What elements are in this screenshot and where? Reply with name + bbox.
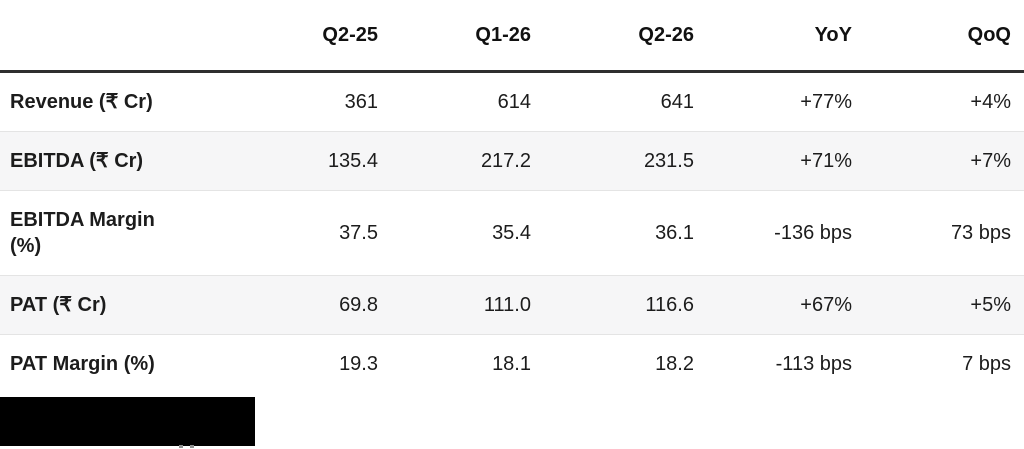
artifact-mark <box>179 445 183 448</box>
cell-value: 361 <box>344 91 378 113</box>
table-row-ebitda: EBITDA (₹ Cr) 135.4 217.2 231.5 +71% +7% <box>0 131 1024 191</box>
cell-value: +71% <box>800 150 852 172</box>
artifact-mark <box>190 445 194 448</box>
cell-value: 18.2 <box>655 353 694 375</box>
cell-value: 231.5 <box>643 150 694 172</box>
cell-value: +67% <box>800 294 852 316</box>
cell-value: 19.3 <box>339 353 378 375</box>
cell-value: 73 bps <box>950 222 1011 244</box>
table-row-pat-margin: PAT Margin (%) 19.3 18.1 18.2 -113 bps 7… <box>0 334 1024 394</box>
row-label: PAT (₹ Cr) <box>10 294 107 316</box>
cell-value: 135.4 <box>327 150 378 172</box>
cell-value: +4% <box>970 91 1011 113</box>
row-label: EBITDA Margin (%) <box>10 209 155 257</box>
cell-value: 69.8 <box>339 294 378 316</box>
column-header-q2-25: Q2-25 <box>234 0 391 73</box>
cell-value: 116.6 <box>645 294 694 316</box>
cell-value: 614 <box>497 91 531 113</box>
column-header-yoy: YoY <box>707 0 865 73</box>
cell-value: 35.4 <box>492 222 531 244</box>
cell-value: 7 bps <box>962 353 1011 375</box>
cell-value: 641 <box>660 91 694 113</box>
row-label: Revenue (₹ Cr) <box>10 91 153 113</box>
cell-value: 37.5 <box>339 222 378 244</box>
column-header-metric <box>0 0 234 73</box>
column-header-q1-26: Q1-26 <box>391 0 544 73</box>
quarterly-results-table: Q2-25 Q1-26 Q2-26 YoY QoQ Revenue (₹ Cr)… <box>0 0 1024 394</box>
cell-value: 36.1 <box>655 222 694 244</box>
column-header-q2-26: Q2-26 <box>544 0 707 73</box>
redaction-box <box>0 397 255 446</box>
cell-value: -113 bps <box>775 353 852 375</box>
table-row-pat: PAT (₹ Cr) 69.8 111.0 116.6 +67% +5% <box>0 275 1024 335</box>
cell-value: +7% <box>970 150 1011 172</box>
cell-value: 111.0 <box>483 294 531 316</box>
cell-value: +77% <box>800 91 852 113</box>
row-label: PAT Margin (%) <box>10 353 155 375</box>
header-row: Q2-25 Q1-26 Q2-26 YoY QoQ <box>0 0 1024 73</box>
table-row-revenue: Revenue (₹ Cr) 361 614 641 +77% +4% <box>0 72 1024 132</box>
cell-value: -136 bps <box>774 222 852 244</box>
cell-value: +5% <box>970 294 1011 316</box>
cell-value: 217.2 <box>480 150 531 172</box>
cell-value: 18.1 <box>492 353 531 375</box>
table-row-ebitda-margin: EBITDA Margin (%) 37.5 35.4 36.1 -136 bp… <box>0 190 1024 276</box>
column-header-qoq: QoQ <box>865 0 1024 73</box>
row-label: EBITDA (₹ Cr) <box>10 150 144 172</box>
